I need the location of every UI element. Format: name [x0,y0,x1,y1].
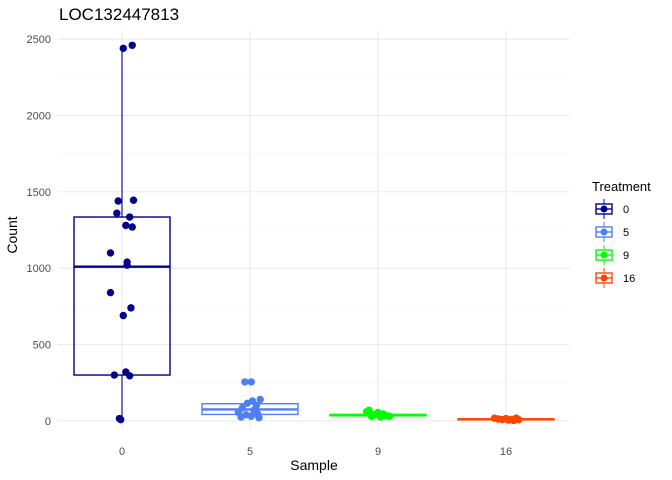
y-tick-label: 1500 [27,187,51,199]
legend-key-point [600,205,608,213]
data-point [365,406,373,414]
y-tick-label: 2500 [27,34,51,46]
legend-label: 5 [623,227,629,239]
points [106,41,523,425]
data-point [128,41,136,49]
y-axis-title: Count [4,216,20,253]
legend-key-point [600,228,608,236]
legend-key-point [600,274,608,282]
x-tick-label: 16 [500,446,512,458]
y-tick-label: 1000 [27,263,51,275]
y-tick-label: 2000 [27,110,51,122]
data-point [123,261,131,269]
x-tick-label: 9 [375,446,381,458]
data-point [255,414,263,422]
box-iqr [73,216,171,376]
data-point [125,213,134,221]
legend-label: 9 [623,250,629,262]
data-point [122,221,130,230]
data-point [247,412,255,420]
y-axis-ticks: 0 500 1000 1500 2000 2500 [27,34,51,428]
data-point [125,372,134,380]
legend-item-0: 0 [595,199,629,219]
chart-title: LOC132447813 [59,5,179,24]
data-point [119,44,127,53]
data-point [385,412,394,420]
y-tick-label: 500 [33,340,51,352]
boxes [73,45,555,421]
legend-title: Treatment [592,179,651,194]
x-tick-label: 0 [119,446,125,458]
legend-key-point [600,251,608,259]
legend-items: 0 5 9 16 [595,199,635,288]
data-point [247,378,255,386]
legend-item-5: 5 [595,222,629,242]
legend: Treatment 0 5 9 16 [592,179,651,288]
data-point [106,249,115,257]
legend-item-9: 9 [595,245,629,265]
x-tick-label: 5 [247,446,253,458]
y-tick-label: 0 [45,416,51,428]
data-point [256,395,264,404]
legend-label: 0 [623,204,629,216]
data-point [243,399,252,407]
data-point [114,197,122,205]
data-point [241,378,249,386]
x-axis-ticks: 0 5 9 16 [119,446,512,458]
data-point [515,416,523,424]
legend-item-16: 16 [595,268,635,288]
data-point [119,311,127,320]
data-point [127,304,135,312]
box-0 [73,45,171,420]
data-point [376,413,385,421]
data-point [110,371,119,379]
legend-label: 16 [623,273,635,285]
data-point [128,223,136,231]
x-axis-title: Sample [290,457,338,473]
data-point [367,412,376,421]
data-point [117,415,125,424]
data-point [113,209,121,217]
data-point [106,288,115,297]
data-point [237,413,245,421]
data-point [129,196,138,204]
grid [58,30,570,430]
